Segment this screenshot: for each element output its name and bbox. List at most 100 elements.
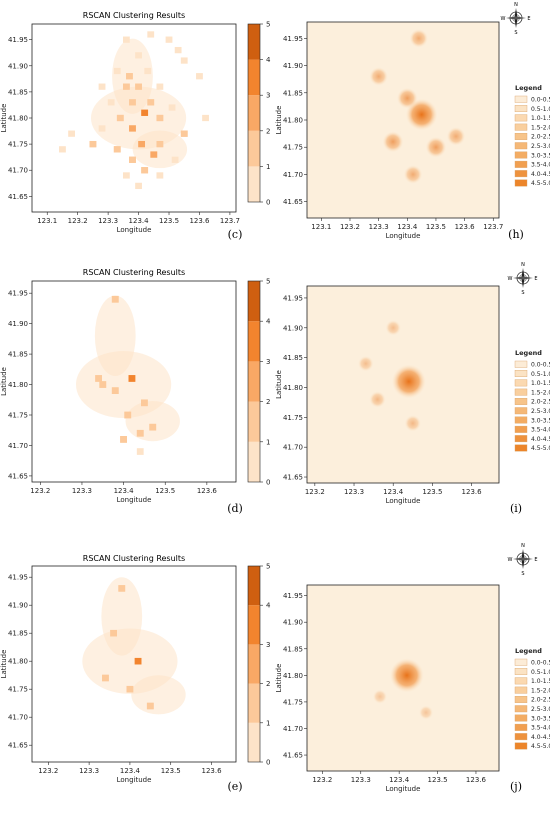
legend-label: 3.0-3.5 — [531, 152, 550, 159]
legend-label: 0.5-1.0 — [531, 669, 550, 676]
compass-label-north: N — [514, 2, 518, 8]
density-hotspot — [358, 355, 374, 372]
legend-swatch — [514, 733, 528, 741]
colorbar-segment — [248, 95, 260, 131]
legend-label: 1.0-1.5 — [531, 380, 550, 387]
heatmap-cell — [196, 73, 203, 80]
legend-swatch — [514, 95, 528, 103]
legend-swatch — [514, 686, 528, 694]
heatmap-cell-strong — [129, 125, 136, 132]
y-tick-label: 41.65 — [8, 742, 28, 750]
chart-title: RSCAN Clustering Results — [83, 268, 185, 277]
panel-c: 123.1 123.2 123.3 123.4 123.5 123.6 123.7 41.65… — [0, 11, 271, 241]
chart-title: RSCAN Clustering Results — [83, 11, 185, 20]
y-tick-label: 41.95 — [283, 294, 303, 302]
panel-d: 123.2 123.3 123.4 123.5 123.6 41.65 41.70 41.75… — [0, 268, 271, 515]
heatmap-cell — [68, 130, 75, 137]
heatmap-cell-strong — [135, 83, 142, 90]
x-tick-label: 123.6 — [455, 223, 476, 231]
panel-h: 123.1 123.2 123.3 123.4 123.5 123.6 123.7 41.65… — [275, 21, 550, 241]
density-hotspot — [425, 136, 447, 158]
legend-swatch — [514, 360, 528, 368]
colorbar-tick-label: 3 — [266, 358, 270, 366]
heatmap-cell — [202, 114, 209, 122]
colorbar-frame — [247, 565, 261, 763]
legend-label: 4.0-4.5 — [531, 436, 550, 443]
x-tick-label: 123.2 — [340, 223, 360, 231]
compass-label-north: N — [521, 543, 525, 549]
y-tick-label: 41.80 — [8, 115, 28, 123]
heatmap-cell-strong — [95, 375, 103, 382]
x-tick-label: 123.5 — [422, 488, 442, 496]
y-tick-label: 41.75 — [283, 414, 303, 422]
heatmap-cell — [59, 146, 66, 153]
y-tick-label: 41.70 — [8, 442, 28, 450]
x-tick-label: 123.4 — [114, 487, 135, 495]
x-tick-label: 123.4 — [383, 488, 404, 496]
y-tick-label: 41.85 — [283, 645, 303, 653]
colorbar-tick-label: 1 — [266, 719, 270, 727]
legend-swatch — [514, 105, 528, 113]
colorbar-segment — [248, 644, 260, 684]
colorbar-segment — [248, 321, 260, 362]
colorbar-segment — [248, 166, 260, 202]
heatmap-cell-strong — [136, 429, 144, 437]
x-tick-label: 123.7 — [220, 217, 240, 225]
legend-label: 1.0-1.5 — [531, 678, 550, 685]
density-hotspot — [404, 415, 421, 432]
legend-swatch — [514, 677, 528, 685]
colorbar-segment — [248, 441, 260, 482]
x-tick-label: 123.5 — [159, 217, 179, 225]
y-tick-label: 41.75 — [283, 698, 303, 706]
heatmap-cell-strong — [180, 130, 188, 137]
legend-label: 2.5-3.0 — [531, 408, 550, 415]
legend-label: 3.0-3.5 — [531, 715, 550, 722]
density-hotspot — [405, 98, 438, 131]
colorbar-frame — [247, 23, 261, 203]
x-tick-label: 123.2 — [38, 767, 58, 775]
x-axis-label: Longitude — [117, 226, 152, 234]
x-axis-label: Longitude — [117, 496, 152, 504]
legend-label: 2.0-2.5 — [531, 697, 550, 704]
legend-swatch — [514, 416, 528, 424]
colorbar-segment — [248, 361, 260, 402]
y-tick-label: 41.70 — [283, 444, 303, 452]
x-axis-label: Longitude — [386, 785, 421, 793]
x-tick-label: 123.2 — [68, 217, 88, 225]
legend-label: 0.0-0.5 — [531, 660, 550, 667]
colorbar-tick-label: 0 — [266, 479, 270, 487]
legend-label: 0.5-1.0 — [531, 371, 550, 378]
y-tick-label: 41.65 — [283, 198, 303, 206]
legend-label: 3.5-4.0 — [531, 725, 550, 732]
heatmap-cell — [98, 83, 106, 90]
heatmap-cell-strong — [120, 436, 127, 443]
x-tick-label: 123.3 — [98, 217, 118, 225]
panel-caption: (i) — [510, 502, 522, 515]
x-tick-label: 123.1 — [311, 223, 331, 231]
legend-swatch — [514, 151, 528, 159]
legend-title: Legend — [515, 349, 542, 357]
y-tick-label: 41.65 — [283, 474, 303, 482]
y-tick-label: 41.90 — [8, 62, 28, 70]
x-tick-label: 123.4 — [397, 223, 418, 231]
legend-swatch — [514, 179, 528, 187]
y-tick-label: 41.85 — [283, 354, 303, 362]
heatmap-cell-strong — [111, 387, 119, 394]
y-tick-label: 41.75 — [8, 412, 28, 420]
y-tick-label: 41.95 — [8, 290, 28, 298]
legend-swatch — [514, 435, 528, 443]
heatmap-cell-strong — [102, 674, 109, 682]
panel-caption: (j) — [510, 780, 522, 793]
density-hotspot — [372, 689, 388, 704]
heatmap-cell — [122, 36, 130, 43]
compass-label-south: S — [521, 571, 524, 577]
colorbar-tick-label: 1 — [266, 163, 270, 171]
legend-label: 4.5-5.0 — [531, 445, 550, 452]
heatmap-cell-strong — [150, 151, 158, 158]
legend-title: Legend — [515, 84, 542, 92]
heatmap-cell — [136, 448, 144, 455]
colorbar-segment — [248, 722, 260, 762]
legend-label: 4.5-5.0 — [531, 180, 550, 187]
y-tick-label: 41.85 — [8, 351, 28, 359]
